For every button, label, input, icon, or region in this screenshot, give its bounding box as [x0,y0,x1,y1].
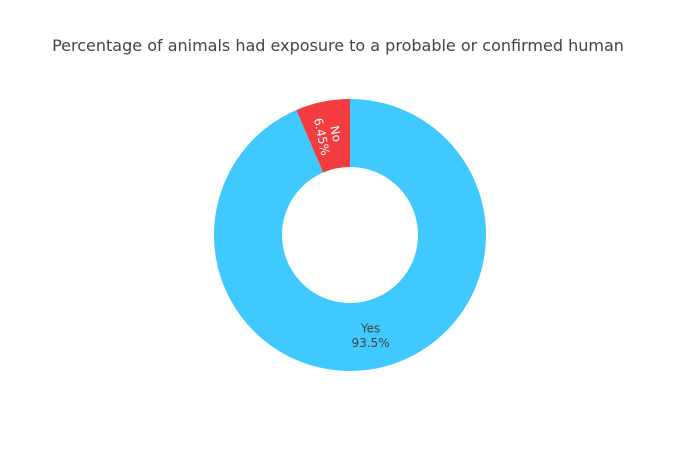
slice-label-yes: Yes 93.5% [351,322,389,350]
chart-title: Percentage of animals had exposure to a … [52,36,624,55]
slice-name-no: No [327,124,344,143]
donut-labels: Yes 93.5%No6.45% [311,117,390,350]
donut-slices [214,99,487,371]
slice-percent-yes: 93.5% [351,336,389,350]
slice-no [296,99,350,173]
slice-name-yes: Yes [360,322,380,336]
slice-yes [214,99,487,371]
